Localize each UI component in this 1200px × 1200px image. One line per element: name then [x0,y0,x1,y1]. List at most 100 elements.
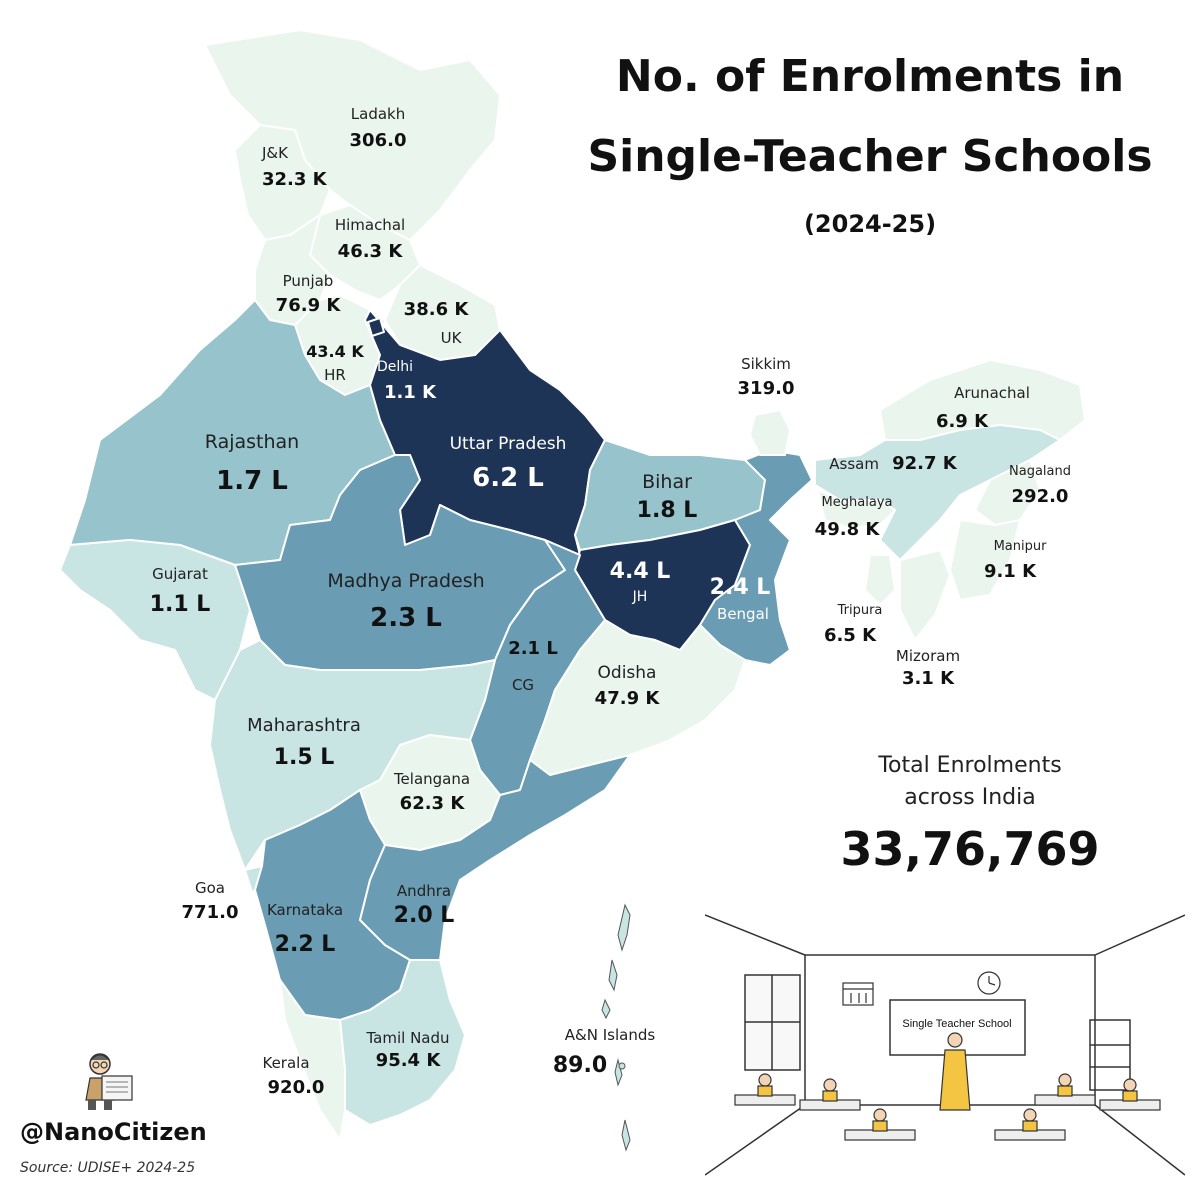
total-enrolments-label: Total Enrolments across India [820,750,1120,814]
region-name: Arunachal [954,384,1030,402]
region-value: 95.4 K [375,1049,441,1071]
region-name: Ladakh [350,105,406,123]
region-value: 319.0 [737,377,795,399]
region-value: 771.0 [181,901,239,923]
region-name: Telangana [393,770,471,788]
label-delhi: Delhi 1.1 K [376,359,443,404]
label-mp: Madhya Pradesh 2.3 L [327,571,484,632]
region-value: 4.4 L [609,559,671,584]
region-value: 1.7 L [216,465,288,496]
label-rajasthan: Rajasthan 1.7 L [205,432,299,495]
region-gujarat [59,539,251,701]
region-name: Assam [829,455,879,473]
label-kerala: Kerala 920.0 [262,1055,329,1097]
region-name: Goa [195,879,225,897]
region-value: 920.0 [267,1076,325,1098]
region-value: 1.5 L [273,744,335,770]
region-value: 76.9 K [275,294,341,316]
label-up: Uttar Pradesh 6.2 L [450,435,567,492]
region-name: Tamil Nadu [366,1029,450,1047]
page-subtitle: (2024-25) [803,210,937,238]
region-value: 89.0 [552,1052,608,1078]
total-enrolments-value: 33,76,769 [840,822,1100,876]
region-value: 46.3 K [337,240,403,262]
page-title: No. of Enrolments in Single-Teacher Scho… [570,48,1170,186]
label-uk: 38.6 K UK [404,300,469,346]
region-value: 2.2 L [274,931,336,957]
region-name: Nagaland [1009,464,1071,479]
region-value: 32.3 K [262,168,327,190]
region-name: Madhya Pradesh [327,570,485,592]
region-value: 1.1 K [383,382,437,404]
region-name: Bengal [717,605,769,624]
region-name: Rajasthan [204,431,300,453]
label-meghalaya: Meghalaya 49.8 K [815,495,900,540]
region-an [601,903,631,1152]
label-jh: 4.4 L JH [609,559,671,606]
region-manipur [949,519,1021,601]
region-name: Tripura [837,603,883,618]
label-tn: Tamil Nadu 95.4 K [366,1030,449,1070]
region-name: Punjab [282,272,334,290]
total-label-line-1: Total Enrolments [878,753,1062,778]
region-value: 292.0 [1011,486,1069,508]
region-name: A&N Islands [564,1026,656,1044]
region-value: 2.4 L [709,575,771,600]
region-name: Andhra [396,882,452,900]
clock-icon [977,971,1001,995]
region-sikkim [749,409,791,456]
region-name: Manipur [993,539,1047,554]
region-odisha [529,619,746,776]
reader-avatar-icon [85,1053,133,1110]
label-sikkim: Sikkim 319.0 [738,356,795,398]
region-value: 1.8 L [636,497,698,523]
region-value: 1.1 L [149,591,211,617]
label-punjab: Punjab 76.9 K [276,273,341,315]
region-name: Odisha [597,663,657,683]
label-hr: 43.4 K HR [306,343,363,383]
region-value: 38.6 K [403,299,469,320]
region-name: Uttar Pradesh [449,434,567,454]
region-name: Bihar [642,471,692,493]
region-andhra [359,754,631,961]
label-mizoram: Mizoram 3.1 K [896,648,960,688]
label-manipur: Manipur 9.1 K [974,539,1047,583]
region-name: Maharashtra [247,715,361,736]
label-himachal: Himachal 46.3 K [335,217,405,261]
label-andhra: Andhra 2.0 L [394,883,455,928]
region-name: Sikkim [741,355,791,373]
author-handle: @NanoCitizen [20,1118,207,1146]
region-name: HR [324,365,346,384]
region-name: JH [632,589,648,606]
label-tripura: Tripura 6.5 K [818,603,883,647]
region-value: 6.2 L [472,462,544,493]
region-mizoram [899,549,951,641]
label-arunachal: Arunachal 6.9 K [894,385,1030,431]
region-value: 92.7 K [892,453,957,474]
label-gujarat: Gujarat 1.1 L [150,566,211,617]
label-odisha: Odisha 47.9 K [595,664,660,708]
region-value: 6.5 K [823,625,877,647]
region-name: UK [440,328,462,347]
region-value: 9.1 K [983,561,1037,583]
label-bihar: Bihar 1.8 L [637,472,698,523]
region-name: J&K [262,144,288,162]
label-karnataka: Karnataka 2.2 L [267,902,343,957]
classroom-sign: Single Teacher School [902,1018,1011,1030]
region-tripura [864,554,896,606]
region-bengal [699,449,813,666]
label-cg: 2.1 L CG [508,639,558,693]
region-value: 2.3 L [370,602,442,633]
region-value: 306.0 [349,129,407,151]
region-name: Delhi [376,359,414,375]
label-nagaland: Nagaland 292.0 [1009,464,1071,508]
region-meghalaya [817,489,896,529]
region-name: Meghalaya [821,495,893,510]
region-value: 47.9 K [594,687,660,709]
region-value: 3.1 K [901,667,955,689]
region-name: CG [511,675,535,694]
region-value: 62.3 K [399,792,465,814]
region-name: Gujarat [152,565,208,583]
region-value: 2.0 L [393,902,455,928]
